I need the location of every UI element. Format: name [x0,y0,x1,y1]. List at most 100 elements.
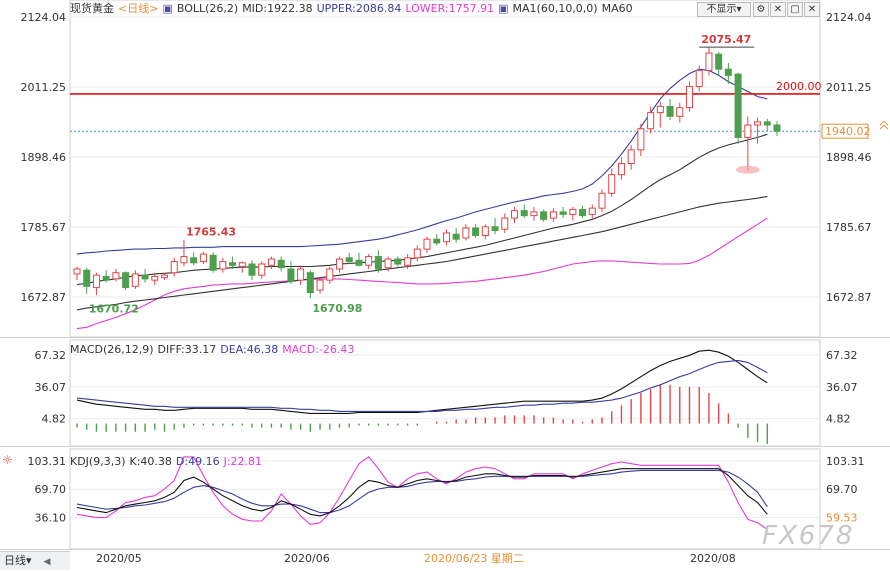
price-annotation: 1670.98 [312,302,362,315]
boll-lower-value: LOWER:1757.91 [405,2,495,15]
candle-body [287,268,295,282]
candle-body [199,253,207,263]
candle-body [734,73,742,138]
candle-body [151,275,159,281]
candle-body [491,226,499,232]
candle-body [627,149,635,164]
y-tick-label: 36.07 [35,381,67,394]
macd-dea-line [76,359,768,412]
candle-body [608,174,616,194]
price-indicator-lines: 2000.00 1940.02 [70,68,889,330]
candle-body [297,268,305,281]
candle-body [131,273,139,287]
kdj-d-line [76,469,768,514]
y-tick-label: 103.31 [826,455,865,468]
candle-body [685,86,694,109]
price-annotation: 1670.72 [89,302,139,315]
kdj-j-line [76,456,768,530]
candle-body [238,262,246,267]
candle-body [141,274,149,280]
period-tab[interactable]: 日线▾ ◀ [0,551,70,570]
candle-body [433,238,441,244]
candle-body [306,272,314,294]
x-tick-label: 2020/06 [284,552,330,565]
candle-body [481,226,489,236]
kdj-j-value: J:22.81 [223,455,263,468]
candle-body [122,272,130,289]
boll-mid-value: MID:1922.38 [242,2,313,15]
candle-body [695,69,703,88]
boll-mid-line [76,133,768,286]
ma-checkbox-icon[interactable]: ▣ [498,2,509,15]
candle-body [404,257,412,266]
candle-body [501,217,509,230]
resistance-label: 2000.00 [776,80,822,93]
grid-lines [70,16,820,519]
candle-body [413,248,421,259]
y-tick-label: 1898.46 [826,151,872,164]
scroll-left-icon[interactable]: ◀ [43,557,51,567]
y-tick-label: 1785.67 [21,221,67,234]
cursor-date-label: 2020/06/23 星期二 [424,552,524,565]
candle-body [647,112,655,130]
candle-body [102,275,110,281]
candle-body [617,162,625,176]
candle-body [579,208,587,217]
y-tick-label: 103.31 [28,455,67,468]
candle-body [598,192,606,209]
candle-body [73,268,81,275]
y-tick-label: 1672.87 [826,291,872,304]
y-axis-right: 2124.04 2011.25 1898.46 1785.67 1672.87 67.32… [826,11,872,525]
macd-diff-line [76,349,768,414]
current-price-label: 1940.02 [825,125,871,138]
candle-body [462,227,470,239]
kdj-settings-icon[interactable]: ☼ [2,453,13,467]
arrow-up-icon [879,120,889,130]
candle-body [452,233,460,240]
candle-body [763,121,771,126]
candle-body [335,258,344,270]
macd-dea-value: DEA:46.38 [220,343,279,356]
y-tick-label: 69.70 [826,483,858,496]
macd-diff-value: DIFF:33.17 [157,343,217,356]
settings-icon[interactable]: ⚙ [753,2,769,17]
boll-label: BOLL(26,2) [176,2,239,15]
close-icon[interactable]: ✕ [770,2,786,17]
price-annotation: 2075.47 [701,33,751,46]
boll-checkbox-icon[interactable]: ▣ [162,2,173,15]
y-tick-label: 69.70 [35,483,67,496]
y-tick-label: 4.82 [42,413,67,426]
kdj-d-value: D:49.16 [175,455,220,468]
price-panel-frame [69,0,821,338]
hide-dropdown[interactable]: 不显示▾ [697,2,751,17]
candle-body [258,263,266,276]
candle-body [637,128,645,151]
y-tick-label: 2011.25 [826,81,872,94]
candle-body [345,257,353,263]
candle-body [666,105,674,117]
price-annotation: 1765.43 [186,226,236,239]
boll-upper-line [76,68,768,255]
y-tick-label: 2124.04 [21,11,67,24]
chevron-down-icon: ▾ [26,554,32,567]
macd-indicator [76,349,768,444]
kdj-panel-header: KDJ(9,3,3) K:40.38 D:49.16 J:22.81 [70,455,266,469]
period-label[interactable]: <日线> [118,2,159,15]
y-tick-label: 36.10 [35,512,67,525]
candlesticks[interactable] [73,47,781,299]
candle-body [326,268,334,281]
kdj-indicator [76,456,768,530]
y-tick-label: 59.53 [826,512,858,525]
ma60-line [76,195,768,311]
candle-body [219,261,227,270]
symbol-title: 现货黄金 [70,2,114,15]
window-icon[interactable]: ▢ [787,2,803,17]
candle-body [472,227,480,236]
y-tick-label: 67.32 [826,349,858,362]
close-icon[interactable]: ✕ [804,2,820,17]
low-marker [735,165,760,174]
y-tick-label: 1898.46 [21,151,67,164]
period-tab-label: 日线 [4,554,26,567]
price-annotations: 2075.47 1765.43 1670.72 1670.98 [89,33,755,315]
